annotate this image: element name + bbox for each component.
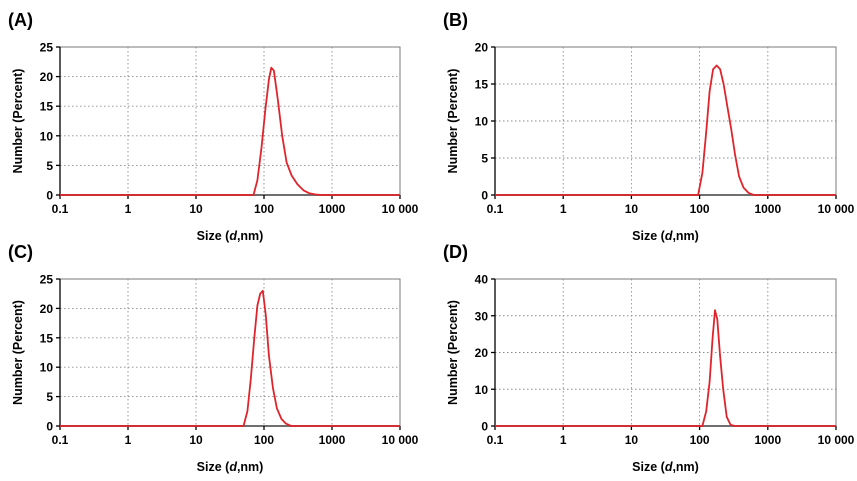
y-axis-title: Number (Percent) xyxy=(11,300,25,405)
y-tick-label: 10 xyxy=(475,115,489,129)
y-axis-title: Number (Percent) xyxy=(446,300,460,405)
x-tick-label: 10 xyxy=(625,202,639,216)
y-tick-label: 15 xyxy=(40,100,54,114)
x-tick-label: 100 xyxy=(690,202,710,216)
x-tick-label: 0.1 xyxy=(52,202,69,216)
panel-label: (B) xyxy=(443,10,468,30)
x-tick-label: 1000 xyxy=(754,202,781,216)
x-tick-label: 1 xyxy=(125,433,132,447)
y-tick-label: 0 xyxy=(46,420,53,434)
size-distribution-line xyxy=(60,66,400,196)
y-tick-label: 15 xyxy=(40,331,54,345)
y-tick-label: 30 xyxy=(475,309,489,323)
plot-area xyxy=(59,278,401,427)
y-tick-label: 5 xyxy=(481,152,488,166)
x-tick-label: 100 xyxy=(254,202,274,216)
size-distribution-line xyxy=(495,309,836,427)
x-tick-label: 10 xyxy=(189,433,203,447)
y-tick-label: 25 xyxy=(40,273,54,287)
y-tick-label: 25 xyxy=(40,41,54,55)
y-axis-title: Number (Percent) xyxy=(11,69,25,174)
y-tick-label: 5 xyxy=(46,159,53,173)
y-tick-label: 20 xyxy=(40,302,54,316)
x-axis-title: Size (d,nm) xyxy=(632,229,699,243)
y-tick-label: 20 xyxy=(475,41,489,55)
x-tick-label: 10 000 xyxy=(818,433,855,447)
x-tick-label: 100 xyxy=(690,433,710,447)
chart-panel: 0 5 10 15 20 25 0.1 1 10 100 1000 10 000 (A) Size (d,… xyxy=(8,10,419,243)
x-axis-title: Size (d,nm) xyxy=(197,460,264,474)
x-tick-label: 10 000 xyxy=(818,202,855,216)
size-distribution-line xyxy=(60,289,400,427)
y-tick-label: 15 xyxy=(475,78,489,92)
x-axis-title: Size (d,nm) xyxy=(632,460,699,474)
x-tick-label: 1000 xyxy=(319,202,346,216)
x-tick-label: 1000 xyxy=(319,433,346,447)
y-tick-label: 10 xyxy=(40,129,54,143)
x-tick-label: 10 000 xyxy=(382,202,419,216)
plot-area xyxy=(494,46,837,196)
y-tick-label: 20 xyxy=(475,346,489,360)
panel-label: (A) xyxy=(8,10,33,30)
y-tick-label: 0 xyxy=(46,189,53,203)
y-tick-label: 10 xyxy=(40,361,54,375)
x-tick-label: 10 xyxy=(189,202,203,216)
x-tick-label: 1 xyxy=(125,202,132,216)
y-axis-title: Number (Percent) xyxy=(446,69,460,174)
y-tick-label: 0 xyxy=(481,189,488,203)
x-tick-label: 10 xyxy=(625,433,639,447)
x-tick-label: 0.1 xyxy=(487,433,504,447)
panel-label: (D) xyxy=(443,242,468,262)
x-tick-label: 100 xyxy=(254,433,274,447)
size-distribution-line xyxy=(495,64,836,196)
y-tick-label: 40 xyxy=(475,273,489,287)
x-axis-title: Size (d,nm) xyxy=(197,229,264,243)
x-tick-label: 1 xyxy=(560,433,567,447)
y-tick-label: 20 xyxy=(40,70,54,84)
chart-panel: 0 10 20 30 40 0.1 1 10 100 1000 10 000 (D) Size (d,n… xyxy=(443,242,855,474)
x-tick-label: 10 000 xyxy=(382,433,419,447)
x-tick-label: 1 xyxy=(560,202,567,216)
y-tick-label: 10 xyxy=(475,383,489,397)
plot-area xyxy=(59,46,401,196)
chart-panel: 0 5 10 15 20 0.1 1 10 100 1000 10 000 (B) Size (d,nm… xyxy=(443,10,855,243)
plot-area xyxy=(494,278,837,427)
y-tick-label: 5 xyxy=(46,390,53,404)
x-tick-label: 0.1 xyxy=(52,433,69,447)
panel-label: (C) xyxy=(8,242,33,262)
x-tick-label: 1000 xyxy=(754,433,781,447)
chart-panel: 0 5 10 15 20 25 0.1 1 10 100 1000 10 000 (C) Size (d,… xyxy=(8,242,419,474)
x-tick-label: 0.1 xyxy=(487,202,504,216)
y-tick-label: 0 xyxy=(481,420,488,434)
